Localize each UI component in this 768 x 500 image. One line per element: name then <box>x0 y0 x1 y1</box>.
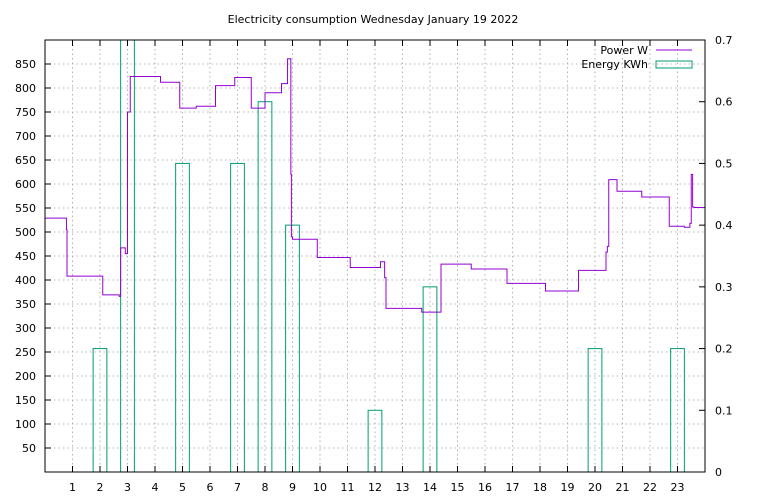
x-tick-label: 12 <box>368 481 382 494</box>
x-tick-label: 21 <box>616 481 630 494</box>
y-tick-label-left: 850 <box>15 58 36 71</box>
y-tick-label-left: 700 <box>15 130 36 143</box>
x-tick-label: 22 <box>643 481 657 494</box>
y-tick-label-right: 0.2 <box>715 343 733 356</box>
x-tick-label: 2 <box>97 481 104 494</box>
y-tick-label-left: 550 <box>15 202 36 215</box>
y-tick-label-right: 0.5 <box>715 157 733 170</box>
y-tick-label-right: 0.6 <box>715 96 733 109</box>
x-tick-label: 14 <box>423 481 437 494</box>
y-tick-label-left: 800 <box>15 82 36 95</box>
y-tick-label-left: 150 <box>15 394 36 407</box>
x-tick-label: 16 <box>478 481 492 494</box>
y-tick-label-left: 600 <box>15 178 36 191</box>
y-tick-label-left: 200 <box>15 370 36 383</box>
x-tick-label: 9 <box>289 481 296 494</box>
x-tick-label: 6 <box>207 481 214 494</box>
legend: Power W Energy KWh <box>581 44 693 71</box>
legend-label-power: Power W <box>600 44 648 57</box>
y-tick-label-right: 0 <box>715 466 722 479</box>
y-tick-label-left: 50 <box>22 442 36 455</box>
y-tick-label-left: 350 <box>15 298 36 311</box>
y-tick-label-right: 0.1 <box>715 404 733 417</box>
plot-border <box>44 39 706 473</box>
y-tick-label-left: 650 <box>15 154 36 167</box>
x-tick-label: 10 <box>313 481 327 494</box>
x-tick-label: 11 <box>341 481 355 494</box>
x-tick-label: 3 <box>124 481 131 494</box>
y-tick-label-left: 400 <box>15 274 36 287</box>
x-tick-label: 15 <box>451 481 465 494</box>
x-tick-label: 8 <box>262 481 269 494</box>
x-tick-label: 4 <box>152 481 159 494</box>
y-tick-label-left: 450 <box>15 250 36 263</box>
y-tick-label-left: 300 <box>15 322 36 335</box>
x-tick-label: 19 <box>561 481 575 494</box>
axes: 1 2 3 4 5 6 7 8 9 10 11 12 13 14 15 16 17 18 19 20 21 22 23501… <box>15 34 733 494</box>
grid <box>45 40 705 472</box>
y-tick-label-left: 100 <box>15 418 36 431</box>
y-tick-label-right: 0.4 <box>715 219 733 232</box>
y-tick-label-right: 0.7 <box>715 34 733 47</box>
x-tick-label: 7 <box>234 481 241 494</box>
y-tick-label-left: 500 <box>15 226 36 239</box>
x-tick-label: 5 <box>179 481 186 494</box>
power-series <box>45 58 706 313</box>
chart-title: Electricity consumption Wednesday Januar… <box>228 13 519 26</box>
power-line <box>45 58 706 313</box>
x-tick-label: 23 <box>671 481 685 494</box>
y-tick-label-right: 0.3 <box>715 281 733 294</box>
y-tick-label-left: 750 <box>15 106 36 119</box>
x-tick-label: 13 <box>396 481 410 494</box>
legend-swatch-energy <box>655 60 693 69</box>
x-tick-label: 1 <box>69 481 76 494</box>
y-tick-label-left: 250 <box>15 346 36 359</box>
x-tick-label: 17 <box>506 481 520 494</box>
legend-label-energy: Energy KWh <box>581 58 648 71</box>
x-tick-label: 18 <box>533 481 547 494</box>
x-tick-label: 20 <box>588 481 602 494</box>
